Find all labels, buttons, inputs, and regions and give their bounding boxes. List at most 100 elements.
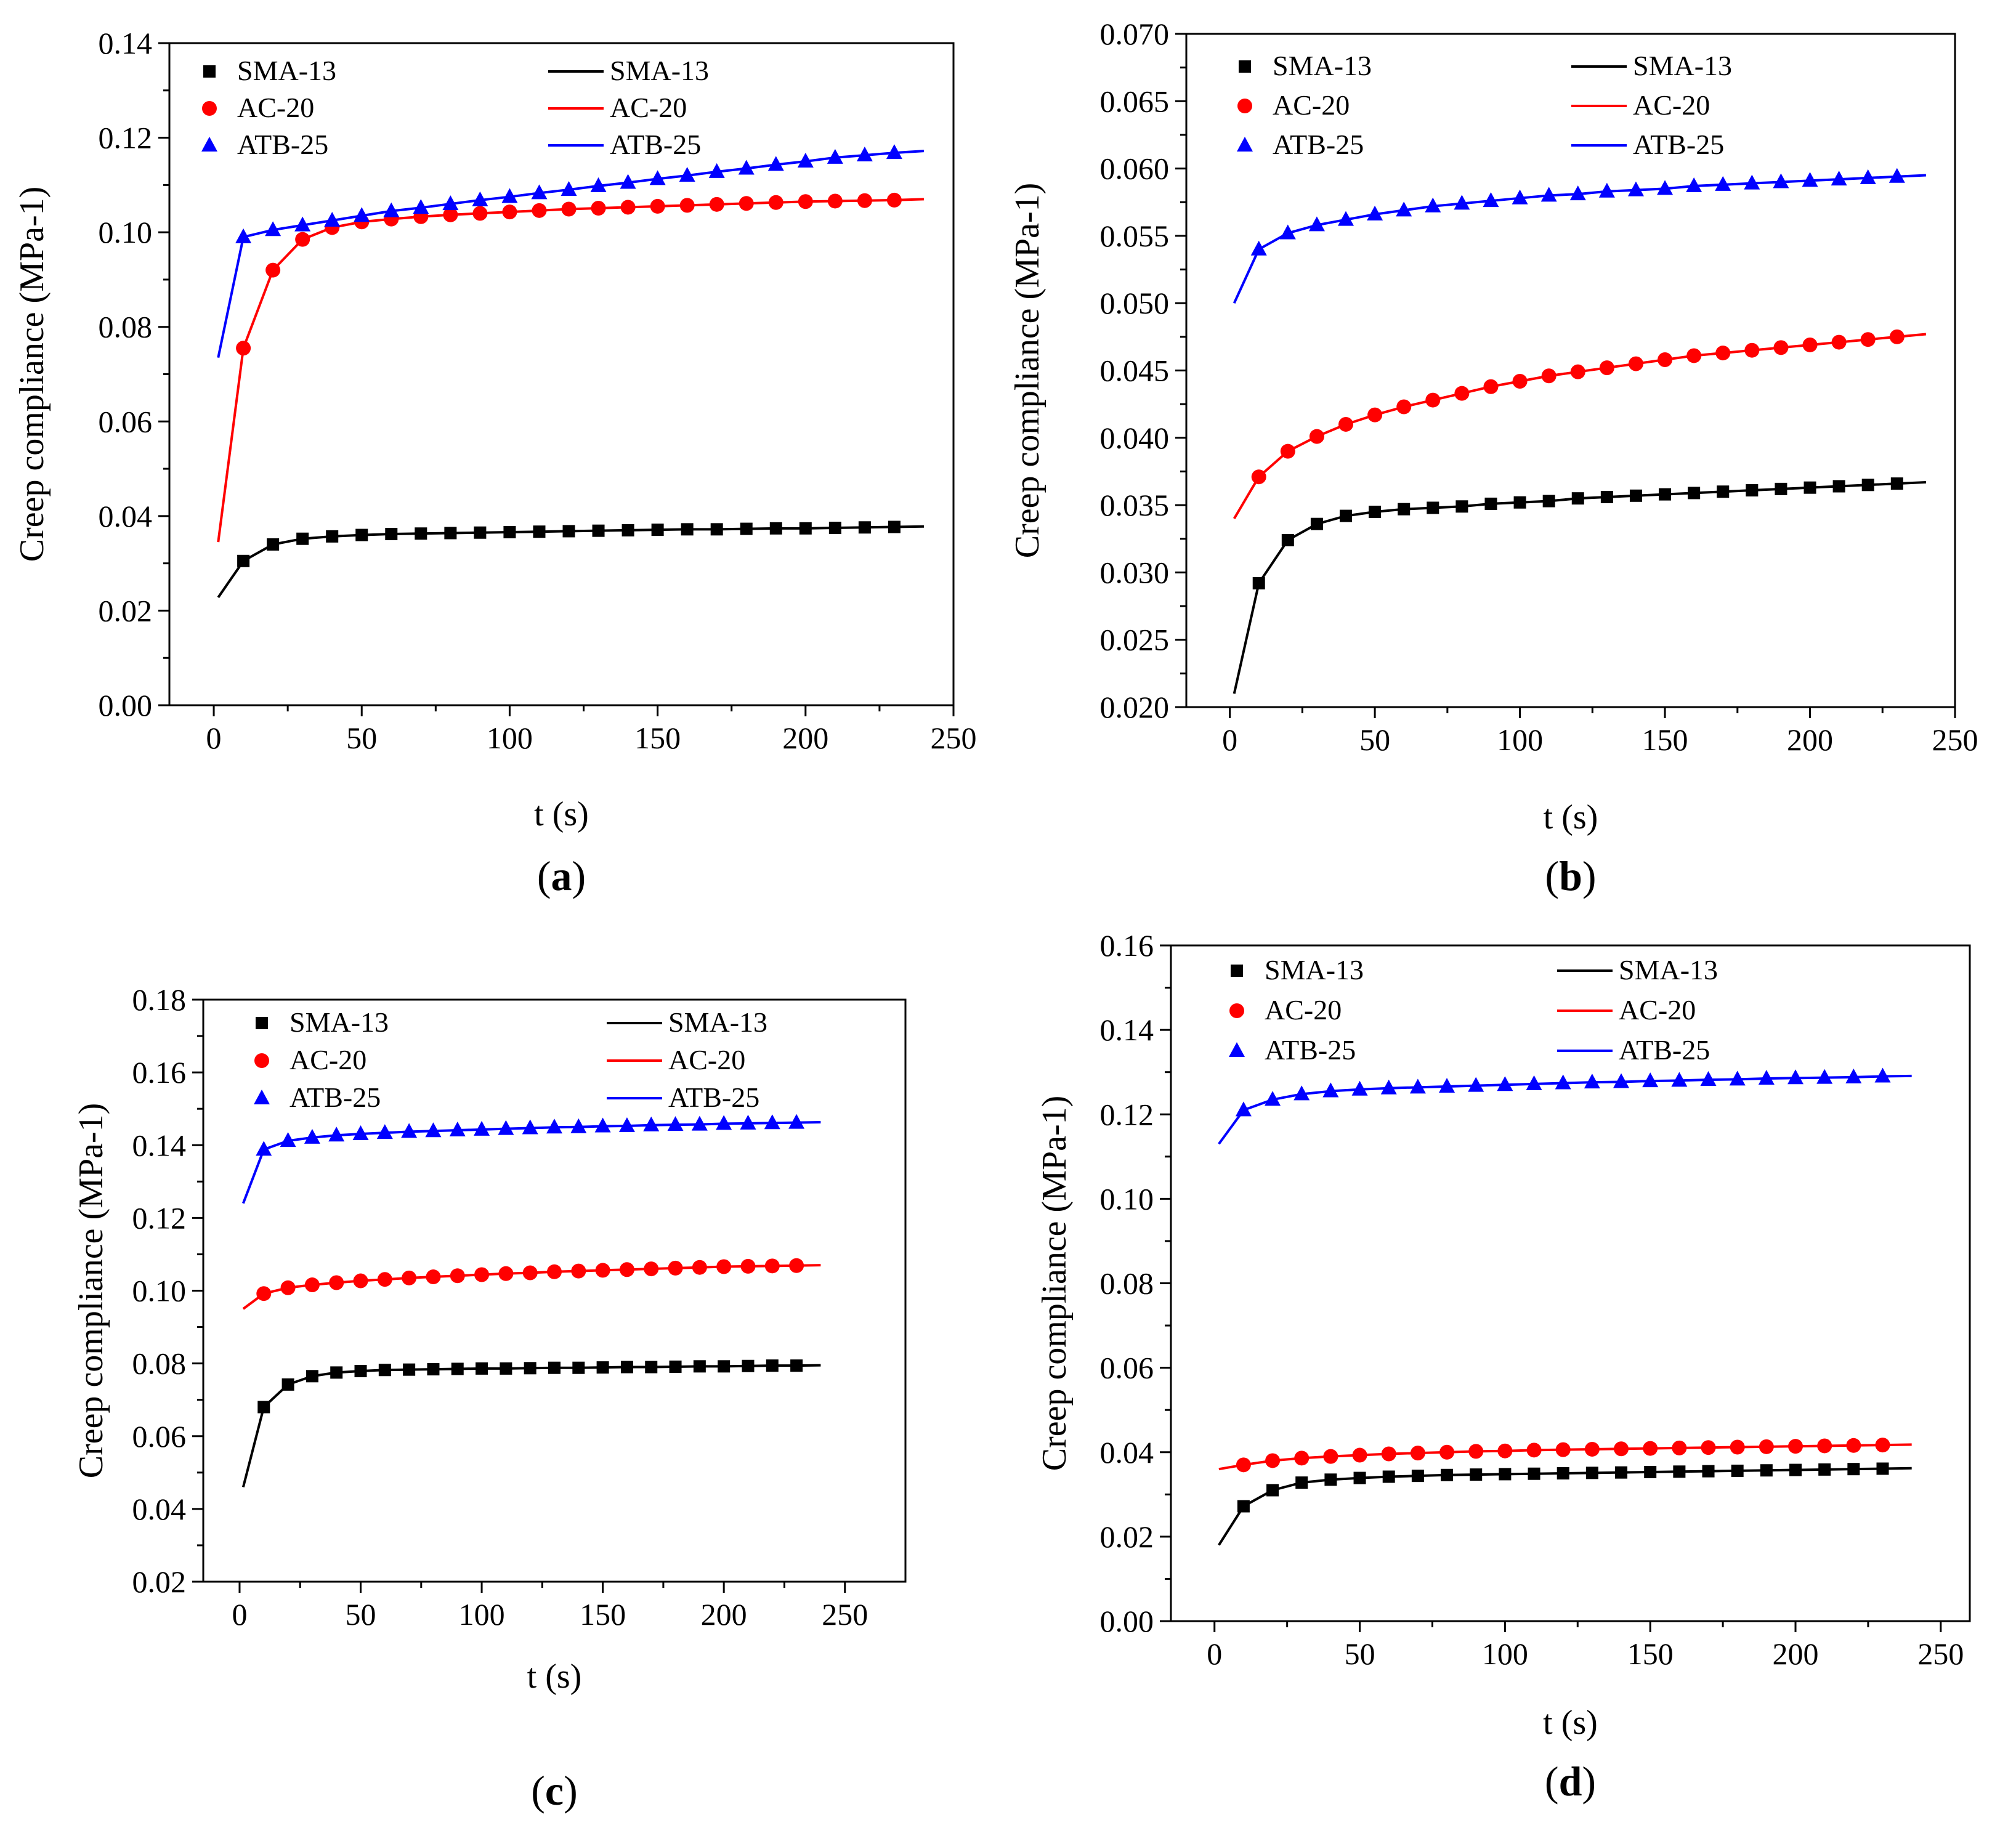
- data-point-sma-13: [1340, 509, 1353, 522]
- data-point-ac-20: [679, 198, 695, 213]
- data-point-sma-13: [651, 524, 664, 536]
- data-point-atb-25: [304, 1128, 320, 1144]
- data-point-sma-13: [1252, 577, 1265, 589]
- data-point-atb-25: [618, 1117, 635, 1132]
- data-point-atb-25: [498, 1120, 514, 1135]
- data-point-atb-25: [1787, 1069, 1804, 1085]
- x-tick-label: 0: [1207, 1637, 1222, 1671]
- data-point-sma-13: [1731, 1464, 1744, 1477]
- data-point-atb-25: [1744, 174, 1760, 190]
- data-point-sma-13: [1542, 495, 1555, 508]
- data-point-atb-25: [1425, 197, 1441, 212]
- data-point-ac-20: [304, 1277, 320, 1293]
- data-point-atb-25: [1569, 185, 1586, 201]
- data-point-sma-13: [451, 1362, 464, 1375]
- fit-line-atb-25: [217, 150, 925, 358]
- data-point-ac-20: [857, 193, 872, 208]
- data-point-sma-13: [799, 522, 812, 535]
- data-point-ac-20: [402, 1270, 417, 1285]
- legend-label: SMA-13: [1633, 50, 1732, 81]
- data-point-atb-25: [294, 216, 311, 232]
- data-point-sma-13: [1557, 1467, 1569, 1480]
- data-point-sma-13: [1585, 1467, 1598, 1479]
- data-point-ac-20: [740, 1258, 756, 1274]
- data-point-sma-13: [718, 1360, 731, 1373]
- y-tick-label: 0.16: [132, 1055, 187, 1090]
- data-point-ac-20: [571, 1263, 586, 1279]
- data-point-sma-13: [427, 1363, 440, 1376]
- data-point-sma-13: [476, 1362, 488, 1375]
- data-point-sma-13: [354, 1365, 367, 1378]
- data-point-sma-13: [1789, 1463, 1802, 1476]
- data-point-sma-13: [267, 538, 280, 551]
- panel-label: (b): [1545, 852, 1596, 899]
- y-tick-label: 0.030: [1100, 555, 1170, 589]
- data-point-atb-25: [643, 1116, 660, 1131]
- y-axis-title: Creep compliance (MPa-1): [13, 187, 51, 562]
- x-tick-label: 100: [1482, 1637, 1528, 1671]
- data-point-ac-20: [1294, 1451, 1310, 1466]
- data-point-sma-13: [1513, 496, 1526, 509]
- legend-label: AC-20: [237, 92, 314, 123]
- data-point-sma-13: [1441, 1468, 1454, 1481]
- data-point-ac-20: [236, 341, 251, 356]
- data-point-sma-13: [769, 522, 782, 535]
- chart-panel-b: 0 50 100 150 200 250 0.020 0.025 0.030 0.035 0.040…: [1008, 17, 1978, 899]
- data-point-atb-25: [1483, 192, 1499, 208]
- data-point-atb-25: [620, 174, 636, 189]
- data-point-ac-20: [709, 196, 724, 212]
- y-tick-label: 0.04: [99, 499, 153, 533]
- y-tick-label: 0.14: [132, 1128, 187, 1162]
- data-point-atb-25: [1831, 171, 1847, 186]
- x-tick-label: 200: [701, 1597, 747, 1632]
- data-point-atb-25: [1671, 1072, 1688, 1087]
- data-point-ac-20: [450, 1268, 465, 1284]
- data-point-ac-20: [1338, 416, 1354, 432]
- data-point-atb-25: [501, 188, 518, 203]
- legend-label: ATB-25: [610, 129, 701, 160]
- data-point-sma-13: [790, 1359, 803, 1372]
- data-point-sma-13: [742, 1359, 755, 1372]
- data-point-atb-25: [1700, 1071, 1717, 1086]
- y-tick-label: 0.045: [1100, 354, 1170, 388]
- data-point-atb-25: [1758, 1069, 1775, 1085]
- data-point-atb-25: [649, 170, 666, 185]
- data-point-atb-25: [767, 156, 784, 171]
- legend-marker-atb-25: [1229, 1042, 1245, 1057]
- y-tick-label: 0.18: [132, 982, 187, 1017]
- data-point-sma-13: [1688, 487, 1701, 500]
- y-tick-label: 0.08: [1100, 1266, 1154, 1301]
- data-point-atb-25: [1613, 1073, 1630, 1088]
- data-point-sma-13: [1281, 533, 1294, 546]
- data-point-sma-13: [740, 522, 753, 535]
- data-point-sma-13: [1369, 506, 1382, 519]
- data-point-atb-25: [1874, 1067, 1891, 1083]
- legend-label: ATB-25: [1273, 129, 1364, 160]
- data-point-sma-13: [645, 1361, 658, 1374]
- y-tick-label: 0.12: [132, 1200, 187, 1235]
- fit-line-atb-25: [241, 1121, 821, 1204]
- data-point-ac-20: [1570, 364, 1585, 379]
- data-point-ac-20: [620, 200, 636, 215]
- legend-label: SMA-13: [1265, 954, 1364, 985]
- data-point-atb-25: [1860, 169, 1876, 184]
- data-point-atb-25: [1235, 1101, 1252, 1117]
- data-point-ac-20: [1599, 360, 1614, 376]
- data-point-atb-25: [1715, 176, 1731, 191]
- data-point-ac-20: [426, 1269, 441, 1285]
- y-axis-title: Creep compliance (MPa-1): [1035, 1096, 1074, 1471]
- y-tick-label: 0.060: [1100, 152, 1170, 186]
- data-point-ac-20: [1628, 356, 1643, 371]
- data-point-atb-25: [1540, 187, 1557, 202]
- fit-line-sma-13: [241, 1364, 821, 1487]
- y-tick-label: 0.08: [132, 1346, 187, 1381]
- legend-label: ATB-25: [289, 1082, 381, 1113]
- data-point-atb-25: [1526, 1075, 1542, 1090]
- y-tick-label: 0.12: [99, 121, 153, 155]
- data-point-ac-20: [764, 1258, 780, 1274]
- data-point-atb-25: [1367, 205, 1383, 221]
- data-point-atb-25: [442, 195, 459, 211]
- data-point-sma-13: [355, 528, 368, 541]
- data-point-ac-20: [377, 1272, 392, 1287]
- y-tick-label: 0.065: [1100, 84, 1170, 118]
